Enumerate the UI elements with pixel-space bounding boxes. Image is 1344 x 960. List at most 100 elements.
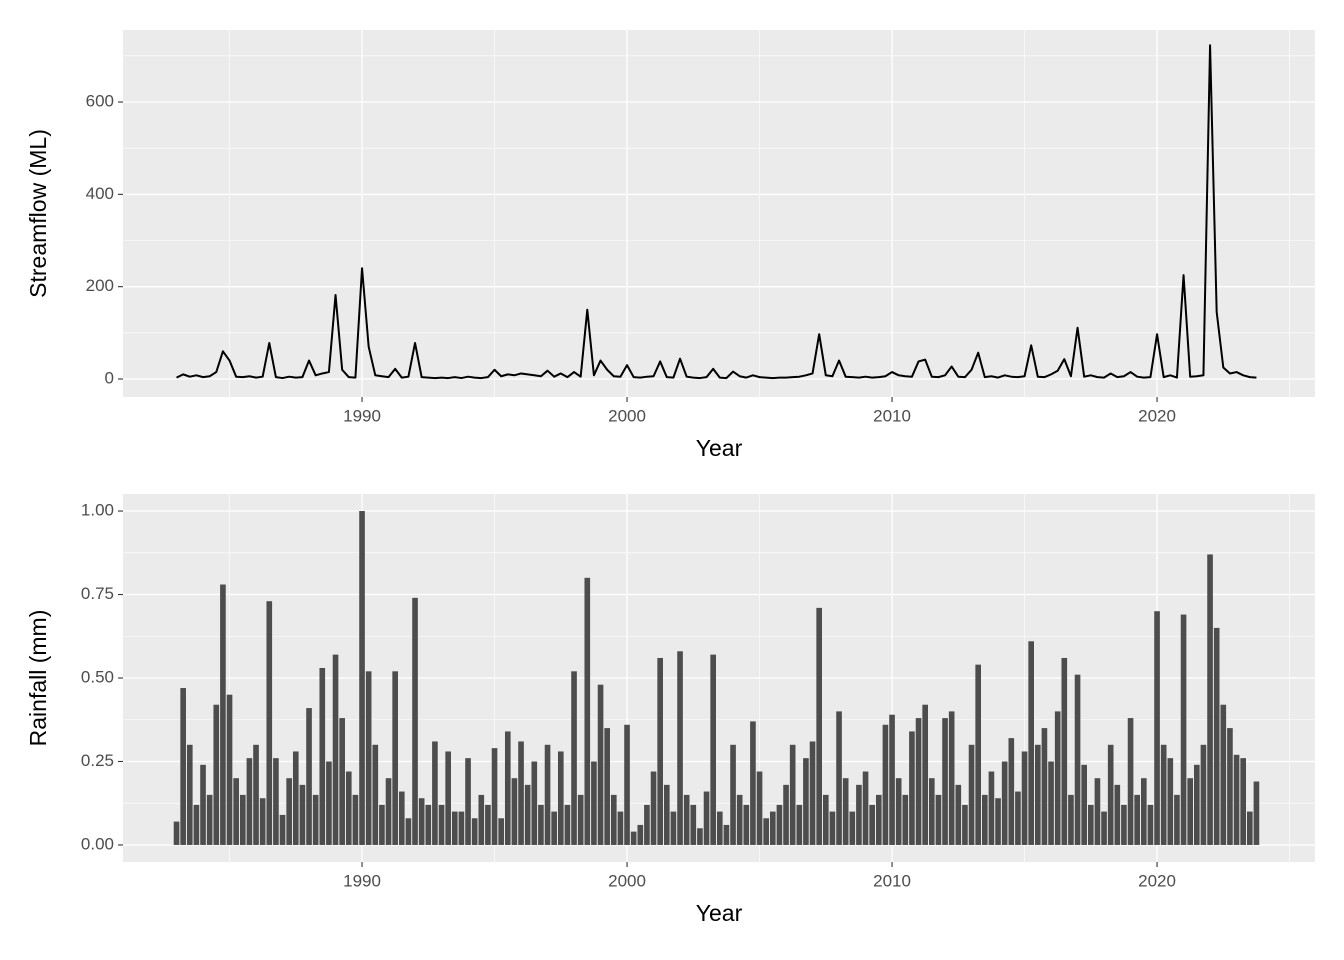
bar [1054, 711, 1061, 845]
bar [292, 751, 299, 845]
bar [677, 651, 683, 845]
bar [1227, 728, 1233, 845]
bar [657, 657, 663, 845]
bar [1101, 811, 1107, 845]
bar [1246, 811, 1253, 845]
bar [1200, 744, 1207, 845]
bar [697, 828, 703, 845]
bar [538, 804, 544, 845]
bar [763, 818, 769, 845]
x-tick-label: 2000 [608, 871, 646, 890]
bar [213, 704, 220, 845]
bar [1154, 611, 1160, 845]
x-tick-label: 2000 [608, 406, 646, 425]
bar [1087, 804, 1094, 845]
bar [200, 764, 206, 845]
x-tick-label: 2010 [873, 871, 911, 890]
bar [1094, 778, 1101, 845]
bar [1061, 657, 1068, 845]
bar [557, 751, 564, 845]
bar [617, 811, 624, 845]
bar [372, 744, 379, 845]
bar [1167, 758, 1174, 845]
bar [624, 724, 630, 845]
bar [1193, 764, 1200, 845]
bar [173, 821, 180, 845]
bar [544, 744, 551, 845]
bar [1187, 778, 1193, 845]
bar [730, 744, 736, 845]
bar [491, 748, 498, 845]
bar [597, 684, 604, 845]
bar [829, 811, 836, 845]
bar [186, 744, 193, 845]
bar [962, 804, 968, 845]
bar [935, 794, 942, 845]
bar [352, 794, 359, 845]
bar [1107, 744, 1114, 845]
y-tick-label: 600 [86, 91, 114, 110]
bar [981, 794, 988, 845]
bar [637, 824, 644, 845]
bar [796, 804, 803, 845]
bar [630, 831, 637, 845]
bar [816, 607, 822, 845]
bar [803, 758, 809, 845]
bar [1034, 744, 1041, 845]
x-tick-label: 2020 [1138, 406, 1176, 425]
bar [915, 718, 922, 845]
y-axis-title: Rainfall (mm) [25, 610, 51, 747]
bar [405, 818, 412, 845]
bar [385, 778, 392, 845]
bar [769, 811, 776, 845]
bar [1021, 751, 1028, 845]
bar [842, 778, 849, 845]
bar [783, 784, 789, 845]
bar [776, 804, 783, 845]
bar [1160, 744, 1167, 845]
bar [1180, 614, 1187, 845]
bar [253, 744, 259, 845]
bar [1081, 764, 1087, 845]
bar [1147, 804, 1154, 845]
bar [604, 728, 610, 845]
bar [518, 741, 524, 845]
bar [193, 804, 200, 845]
y-axis-title: Streamflow (ML) [25, 129, 51, 298]
bar [226, 694, 233, 845]
bar [710, 654, 716, 845]
bar [1127, 718, 1134, 845]
bar [882, 724, 889, 845]
y-tick-label: 0.50 [81, 667, 114, 686]
bar [942, 718, 948, 845]
bar [259, 798, 266, 845]
bar [312, 794, 319, 845]
bar [889, 714, 895, 845]
bar [438, 804, 445, 845]
bar [412, 597, 418, 845]
y-tick-label: 0.25 [81, 751, 114, 770]
bar [577, 794, 584, 845]
bar [332, 654, 339, 845]
bar [690, 804, 697, 845]
bar [1114, 784, 1121, 845]
bar [743, 804, 750, 845]
bar [683, 794, 690, 845]
y-tick-label: 0.00 [81, 834, 114, 853]
bar [511, 778, 518, 845]
bar [359, 511, 365, 845]
bar [1048, 761, 1054, 845]
bar [498, 818, 504, 845]
y-tick-label: 200 [86, 276, 114, 295]
bar [246, 758, 253, 845]
plot-background [123, 30, 1315, 397]
bar [789, 744, 796, 845]
bar [822, 794, 829, 845]
bar [1068, 794, 1074, 845]
bar [1041, 728, 1048, 845]
bar [485, 804, 491, 845]
bar [531, 761, 538, 845]
bar [1253, 781, 1260, 845]
bar [809, 741, 816, 845]
bar [458, 811, 465, 845]
